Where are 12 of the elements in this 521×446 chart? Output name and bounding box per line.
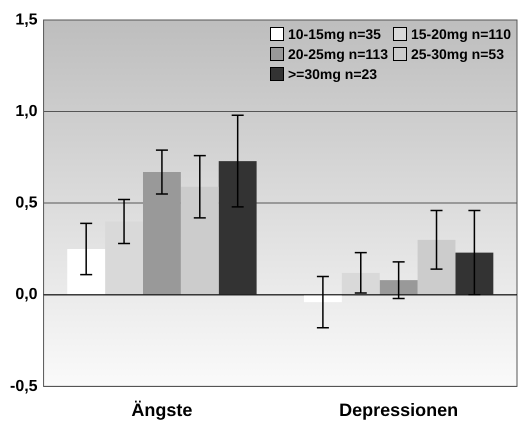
- legend-label: 10-15mg n=35: [286, 26, 382, 42]
- legend-label: 15-20mg n=110: [410, 26, 511, 42]
- y-tick-label: 0,0: [15, 286, 38, 304]
- y-tick-label: 0,5: [15, 194, 38, 212]
- x-tick-label: Depressionen: [339, 400, 458, 420]
- x-tick-label: Ängste: [131, 400, 192, 420]
- legend-label: 25-30mg n=53: [410, 46, 505, 62]
- legend-label: >=30mg n=23: [286, 66, 378, 82]
- y-tick-label: 1,0: [15, 103, 38, 120]
- legend-label: 20-25mg n=113: [286, 46, 388, 62]
- y-tick-label: -0,5: [10, 378, 38, 395]
- y-tick-label: 1,5: [15, 11, 38, 28]
